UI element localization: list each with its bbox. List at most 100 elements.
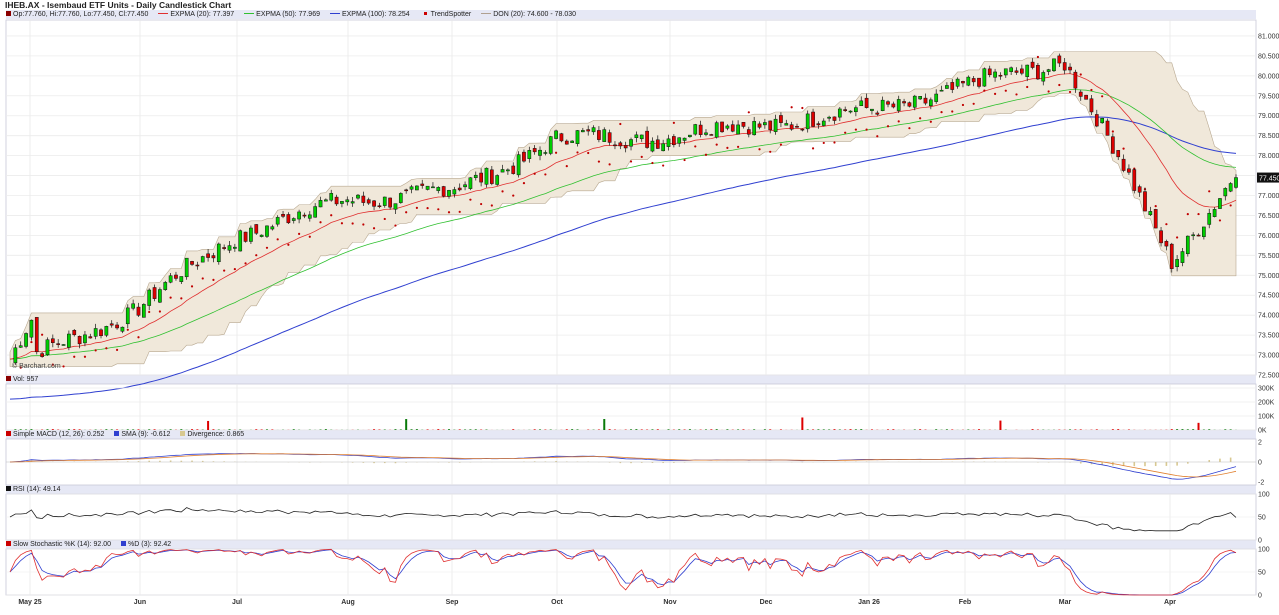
- candle: [1185, 235, 1190, 257]
- y-tick-label: 78.500: [1258, 133, 1279, 140]
- candle-body: [1057, 55, 1062, 64]
- candle-body: [1089, 98, 1094, 113]
- candle-body: [768, 120, 773, 131]
- candle: [709, 133, 714, 136]
- trendspotter-dot: [426, 207, 429, 210]
- candle-body: [216, 243, 221, 263]
- candle: [811, 108, 815, 128]
- candle: [1009, 66, 1013, 75]
- legend-trendspotter: TrendSpotter: [420, 11, 471, 18]
- candle: [1084, 94, 1088, 100]
- candle-body: [645, 130, 649, 148]
- candle: [174, 271, 178, 281]
- candle-body: [966, 76, 971, 86]
- candle: [372, 199, 376, 211]
- candle-body: [698, 124, 703, 135]
- candle-body: [548, 136, 553, 154]
- trendspotter-dot: [480, 202, 483, 206]
- trendspotter-dot: [565, 165, 568, 168]
- ema20-line: [9, 73, 1237, 360]
- candle-body: [1062, 62, 1067, 71]
- trendspotter-dot: [897, 120, 900, 123]
- candle: [1078, 89, 1083, 101]
- trendspotter-dot: [1165, 223, 1168, 226]
- trendspotter-dot: [1090, 88, 1093, 92]
- candle-body: [666, 138, 671, 147]
- candle: [179, 276, 184, 285]
- trendspotter-dot: [790, 106, 793, 109]
- trendspotter-dot: [1143, 188, 1147, 191]
- candle: [200, 255, 205, 263]
- trendspotter-dot: [715, 143, 718, 146]
- candle: [1202, 226, 1206, 240]
- candle-body: [40, 353, 44, 357]
- candle: [602, 127, 607, 142]
- y-tick-label: 77.500: [1258, 173, 1279, 180]
- macd-histogram-bar: [1079, 462, 1082, 464]
- candle-body: [484, 167, 489, 185]
- macd-histogram-bar: [201, 460, 204, 462]
- candle: [672, 134, 676, 148]
- trendspotter-dot: [287, 243, 290, 246]
- candle-body: [661, 143, 666, 152]
- candle: [29, 319, 34, 341]
- candle: [93, 323, 98, 340]
- candle-body: [141, 304, 146, 318]
- candle-body: [1164, 241, 1169, 247]
- candle-body: [779, 115, 783, 123]
- trendspotter-dot: [1036, 55, 1040, 59]
- candle-body: [1025, 64, 1030, 77]
- candle-body: [570, 140, 574, 143]
- macd-histogram-bar: [383, 462, 386, 464]
- candle: [24, 332, 28, 349]
- candle-body: [436, 187, 441, 191]
- candle-body: [457, 187, 462, 191]
- trendspotter-dot: [822, 141, 825, 145]
- candle-body: [1121, 158, 1126, 171]
- candle: [318, 196, 323, 208]
- candle-body: [318, 200, 323, 208]
- candle-body: [848, 110, 853, 113]
- trendspotter-dot: [1208, 190, 1211, 193]
- candle-body: [741, 122, 746, 127]
- candle: [1062, 58, 1067, 75]
- candle-body: [843, 109, 848, 111]
- candle-body: [409, 186, 414, 190]
- trendspotter-dot: [126, 328, 129, 331]
- candle-body: [1073, 71, 1078, 89]
- candle: [875, 110, 880, 116]
- y-tick-label: 77.000: [1258, 193, 1279, 200]
- candle-body: [88, 336, 93, 339]
- candle: [832, 116, 837, 125]
- candle-body: [404, 189, 409, 192]
- candle-body: [714, 122, 719, 138]
- candle: [912, 94, 917, 111]
- trendspotter-dot: [41, 333, 44, 336]
- candle-body: [190, 261, 194, 265]
- candle-body: [104, 326, 109, 336]
- candle: [923, 93, 928, 106]
- candle-body: [72, 330, 77, 336]
- candle: [1073, 69, 1078, 93]
- macd-histogram-bar: [640, 462, 643, 463]
- candle: [854, 105, 858, 117]
- trendspotter-dot: [876, 135, 879, 138]
- candle-body: [993, 71, 997, 78]
- trendspotter-dot: [844, 131, 847, 134]
- candle-body: [816, 123, 821, 126]
- candle-body: [463, 184, 467, 188]
- candle: [1218, 197, 1222, 209]
- macd-histogram-bar: [565, 461, 568, 462]
- candle-body: [1218, 198, 1222, 209]
- macd-histogram-bar: [30, 460, 33, 462]
- trendspotter-dot: [244, 262, 247, 265]
- watermark: © Barchart.com: [12, 363, 61, 370]
- macd-histogram-bar: [212, 461, 215, 462]
- y-tick-label: 300K: [1258, 386, 1275, 393]
- candle: [650, 137, 655, 153]
- candle-body: [875, 112, 880, 115]
- candle: [88, 333, 93, 339]
- candle-body: [870, 108, 874, 111]
- candle-body: [489, 169, 494, 184]
- candle-body: [233, 246, 237, 249]
